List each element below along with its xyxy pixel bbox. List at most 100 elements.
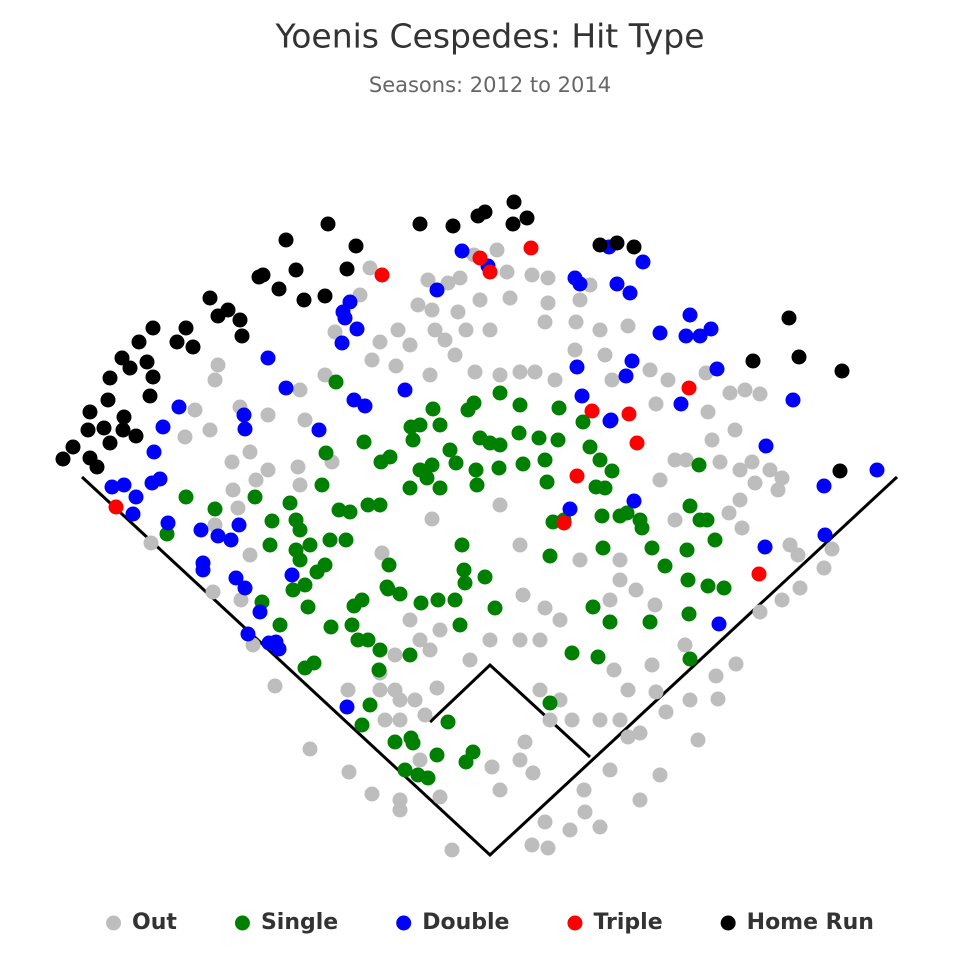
- hit-point: [644, 657, 660, 673]
- legend-item: Triple: [567, 910, 663, 935]
- hit-point: [454, 243, 470, 259]
- hit-point: [102, 435, 118, 451]
- hit-point: [690, 732, 706, 748]
- hit-point: [682, 307, 698, 323]
- hit-point: [692, 328, 708, 344]
- hit-point: [462, 652, 478, 668]
- hit-point: [620, 682, 636, 698]
- hit-point: [122, 360, 138, 376]
- hit-point: [456, 562, 472, 578]
- hit-point: [770, 482, 786, 498]
- hit-point: [597, 347, 613, 363]
- hit-point: [413, 595, 429, 611]
- hit-point: [491, 460, 507, 476]
- hit-point: [647, 597, 663, 613]
- hit-point: [652, 472, 668, 488]
- hit-point: [223, 532, 239, 548]
- hit-point: [440, 275, 456, 291]
- legend-marker: [396, 915, 412, 931]
- hit-point: [703, 321, 719, 337]
- legend: Out Single Double Triple Home Run: [106, 910, 874, 935]
- hit-point: [314, 477, 330, 493]
- hit-point: [551, 400, 567, 416]
- chart-title: Yoenis Cespedes: Hit Type: [274, 17, 704, 56]
- hit-point: [752, 386, 768, 402]
- hit-point: [590, 649, 606, 665]
- hit-point: [542, 712, 558, 728]
- hit-point: [360, 497, 376, 513]
- hit-point: [782, 537, 798, 553]
- hit-point: [374, 267, 390, 283]
- hit-point: [115, 422, 131, 438]
- hit-point: [392, 692, 408, 708]
- hit-point: [648, 396, 664, 412]
- hit-point: [185, 339, 201, 355]
- hit-point: [290, 459, 306, 475]
- hit-point: [405, 735, 421, 751]
- chart-subtitle: Seasons: 2012 to 2014: [369, 73, 611, 97]
- hit-point: [515, 587, 531, 603]
- hit-point: [791, 349, 807, 365]
- hit-point: [609, 276, 625, 292]
- legend-label: Home Run: [747, 910, 874, 935]
- hit-point: [540, 840, 556, 856]
- hit-point: [297, 412, 313, 428]
- hit-point: [531, 430, 547, 446]
- hit-point: [412, 632, 428, 648]
- hit-point: [65, 439, 81, 455]
- hit-point: [364, 352, 380, 368]
- hit-point: [612, 712, 628, 728]
- hit-point: [592, 819, 608, 835]
- hit-point: [429, 282, 445, 298]
- hit-point: [505, 216, 521, 232]
- hit-point: [540, 295, 556, 311]
- hit-point: [577, 804, 593, 820]
- hit-point: [592, 237, 608, 253]
- hit-point: [709, 361, 725, 377]
- hit-point: [339, 699, 355, 715]
- hit-point: [380, 581, 396, 597]
- hit-point: [284, 567, 300, 583]
- hit-point: [230, 500, 246, 516]
- hit-point: [678, 328, 694, 344]
- hit-point: [362, 260, 378, 276]
- hit-point: [427, 322, 443, 338]
- hit-point: [318, 445, 334, 461]
- hit-point: [499, 264, 515, 280]
- legend-item: Home Run: [720, 910, 874, 935]
- hit-point: [626, 239, 642, 255]
- hit-point: [572, 552, 588, 568]
- hit-point: [354, 717, 370, 733]
- hit-point: [388, 358, 404, 374]
- hit-point: [569, 359, 585, 375]
- hit-point: [271, 281, 287, 297]
- hit-point: [537, 314, 553, 330]
- hit-point: [410, 297, 426, 313]
- hit-point: [412, 216, 428, 232]
- hit-point: [292, 522, 308, 538]
- hit-point: [207, 501, 223, 517]
- points: [55, 194, 885, 858]
- hit-point: [747, 475, 763, 491]
- hit-point: [317, 557, 333, 573]
- hit-point: [458, 322, 474, 338]
- hit-point: [402, 647, 418, 663]
- hit-point: [635, 254, 651, 270]
- hit-point: [732, 492, 748, 508]
- hit-point: [311, 422, 327, 438]
- hit-point: [143, 535, 159, 551]
- hit-point: [302, 537, 318, 553]
- hit-point: [468, 462, 484, 478]
- hit-point: [349, 321, 365, 337]
- hit-point: [447, 592, 463, 608]
- hit-point: [302, 741, 318, 757]
- hit-point: [228, 570, 244, 586]
- hit-point: [582, 439, 598, 455]
- hit-point: [432, 789, 448, 805]
- hit-point: [242, 444, 258, 460]
- hit-point: [205, 584, 221, 600]
- hit-point: [412, 462, 428, 478]
- hit-point: [278, 232, 294, 248]
- hit-point: [55, 451, 71, 467]
- hit-point: [539, 474, 555, 490]
